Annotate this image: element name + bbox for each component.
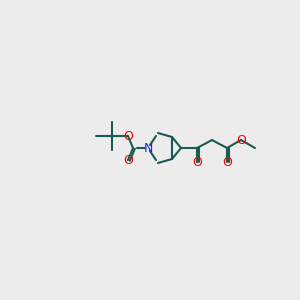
Text: N: N	[143, 142, 153, 154]
Text: O: O	[222, 155, 232, 169]
Text: O: O	[192, 155, 202, 169]
Text: O: O	[123, 154, 133, 166]
Text: O: O	[236, 134, 246, 146]
Text: O: O	[123, 130, 133, 142]
